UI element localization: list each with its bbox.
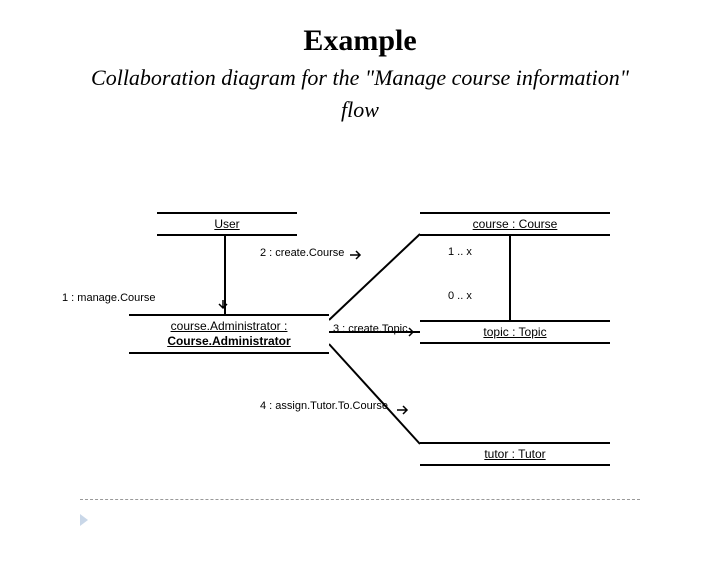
node-user: User [157, 212, 297, 236]
footer-divider [80, 499, 640, 500]
edge-label-1: 1 : manage.Course [62, 292, 156, 304]
multiplicity-1: 1 .. x [448, 246, 472, 258]
node-topic: topic : Topic [420, 320, 610, 344]
node-label: topic : Topic [483, 325, 546, 339]
node-admin: course.Administrator : Course.Administra… [129, 314, 329, 354]
node-label-line1: course.Administrator : [135, 319, 323, 334]
bullet-icon [80, 514, 88, 526]
edge-label-4: 4 : assign.Tutor.To.Course [260, 400, 388, 412]
edge-label-3: 3 : create.Topic [333, 323, 408, 335]
node-label: User [214, 217, 239, 231]
edge-label-2: 2 : create.Course [260, 247, 344, 259]
multiplicity-2: 0 .. x [448, 290, 472, 302]
node-course: course : Course [420, 212, 610, 236]
node-label-line2: Course.Administrator [135, 334, 323, 349]
node-label: tutor : Tutor [484, 447, 545, 461]
node-label: course : Course [473, 217, 558, 231]
node-tutor: tutor : Tutor [420, 442, 610, 466]
diagram-canvas: User course : Course course.Administrato… [0, 24, 720, 564]
